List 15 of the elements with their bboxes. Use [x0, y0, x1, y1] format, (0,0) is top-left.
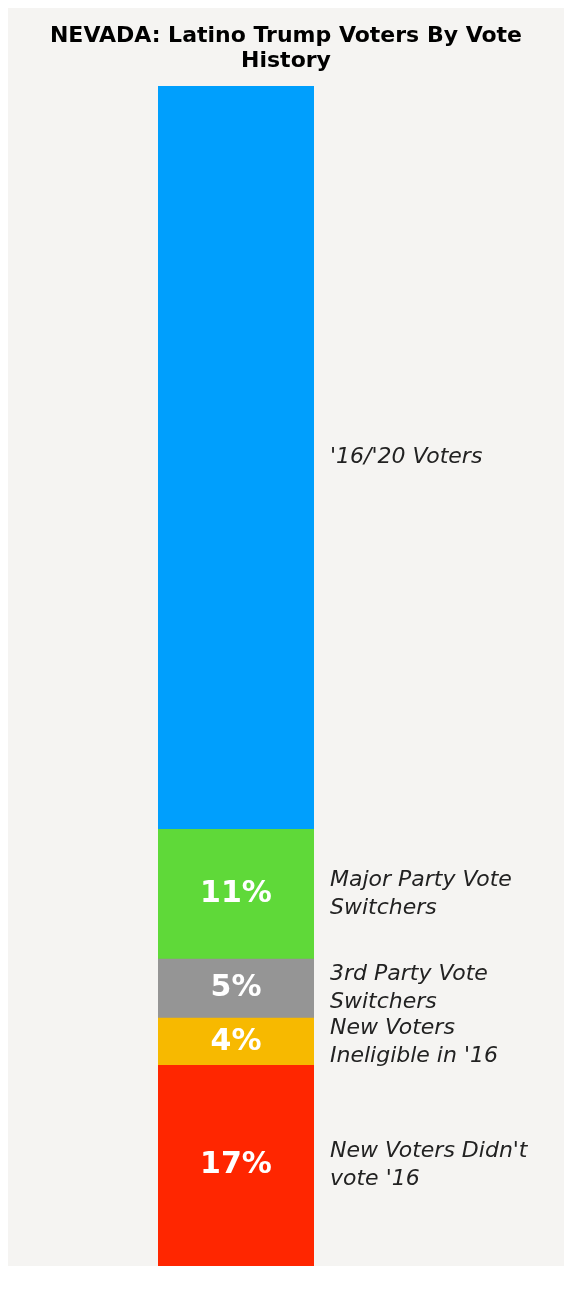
bar: [158, 958, 314, 1019]
bar: [158, 86, 314, 830]
chart-title: NEVADA: Latino Trump Voters By Vote History: [48, 21, 524, 74]
series-label: Major Party Vote Switchers: [330, 866, 512, 920]
bar: [158, 829, 314, 960]
series-label: 3rd Party Vote Switchers: [330, 960, 488, 1014]
series-label: New Voters Ineligible in '16: [330, 1013, 498, 1067]
data-label: 5%: [210, 968, 262, 1004]
bar: [158, 1065, 314, 1266]
data-label: 17%: [200, 1145, 272, 1181]
bar: [158, 1017, 314, 1066]
data-label: 11%: [200, 874, 272, 910]
series-label: '16/'20 Voters: [330, 443, 483, 469]
data-label: 4%: [210, 1021, 262, 1057]
series-label: New Voters Didn't vote '16: [330, 1137, 529, 1191]
